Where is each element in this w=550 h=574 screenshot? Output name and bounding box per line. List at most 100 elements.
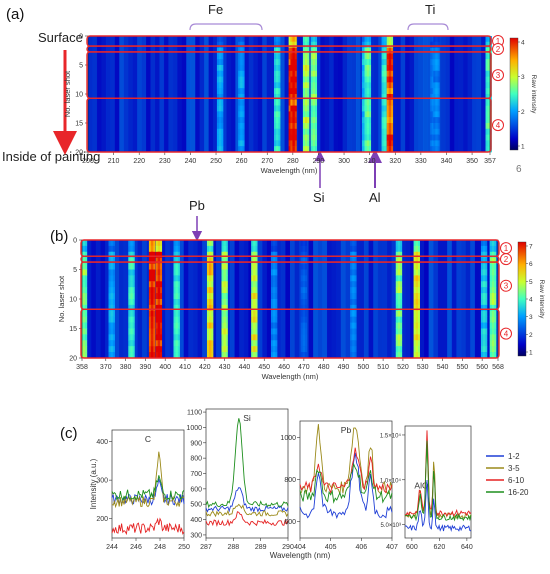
heatmap-band-core	[82, 245, 86, 253]
heatmap-noise-column	[368, 240, 374, 358]
y-tick-label: 1.5×10⁴	[380, 432, 402, 439]
heatmap-band-core	[150, 310, 154, 317]
heatmap-band-core	[223, 269, 226, 276]
heatmap-band-core	[292, 111, 295, 118]
heatmap-band-core	[383, 99, 386, 106]
heatmap-band-core	[223, 240, 226, 247]
heatmap-band-core	[352, 275, 355, 282]
heatmap-band-core	[276, 146, 279, 153]
x-tick-label: 287	[200, 544, 212, 551]
spectrum-line-1-2	[205, 487, 289, 513]
heatmap-band-core	[110, 240, 113, 247]
subplot-frame	[205, 408, 289, 539]
heatmap-band-core	[366, 36, 370, 43]
heatmap-band-core	[491, 322, 495, 329]
heatmap-band-core	[218, 65, 222, 72]
heatmap-band-core	[175, 346, 178, 353]
heatmap-band-core	[388, 65, 392, 72]
heatmap-band-core	[388, 105, 392, 112]
heatmap-noise-column	[229, 240, 235, 358]
heatmap-band-core	[388, 82, 392, 89]
heatmap-band-core	[304, 123, 308, 130]
heatmap-noise-column	[183, 240, 189, 358]
heatmap-band-core	[482, 346, 486, 353]
heatmap-band-core	[302, 257, 306, 264]
y-axis-label: Intensity (a.u.)	[89, 458, 98, 509]
heatmap-band-core	[157, 310, 161, 317]
heatmap-noise-column	[396, 36, 401, 152]
heatmap-band-core	[435, 99, 438, 106]
heatmap-noise-column	[423, 36, 428, 152]
heatmap-band-core	[150, 352, 154, 359]
heatmap-band-core	[482, 281, 486, 288]
pb-label: Pb	[189, 198, 205, 213]
heatmap-band-core	[157, 245, 161, 253]
heatmap-noise-column	[172, 36, 178, 152]
heatmap-band-core	[366, 82, 370, 89]
heatmap-band-core	[110, 275, 113, 282]
heatmap-band-core	[482, 352, 486, 359]
heatmap-band-core	[175, 240, 178, 247]
heatmap-band-core	[388, 111, 392, 118]
subplot-si: 287 288 289 290 300 400 500 600 700 800 900 1000 110…	[186, 408, 294, 551]
heatmap-band-core	[312, 53, 316, 60]
heatmap-band-core	[487, 53, 490, 60]
heatmap-band-core	[110, 269, 113, 276]
heatmap-band-core	[366, 53, 370, 60]
heatmap-band-core	[150, 275, 154, 282]
heatmap-band-core	[383, 53, 386, 60]
heatmap-band-core	[150, 340, 154, 347]
al-label: Al	[369, 190, 381, 205]
heatmap-noise-column	[369, 36, 375, 152]
legend-label: 16-20	[508, 488, 529, 497]
x-tick-label: 289	[255, 544, 267, 551]
heatmap-band-core	[175, 293, 178, 300]
heatmap-noise-column	[186, 36, 192, 152]
heatmap-band-core	[482, 287, 486, 294]
heatmap-band-core	[482, 299, 486, 306]
heatmap-band-core	[352, 322, 355, 329]
heatmap-band-core	[397, 245, 401, 253]
heatmap-noise-column	[266, 36, 272, 152]
heatmap-band-core	[302, 287, 306, 294]
heatmap-band-core	[150, 328, 154, 335]
y-tick-label: 600	[284, 519, 296, 526]
heatmap-band-core	[366, 117, 370, 124]
heatmap-noise-column	[345, 240, 351, 358]
heatmap-band-core	[302, 281, 306, 288]
heatmap-band-core	[435, 59, 438, 66]
heatmap-noise-column	[95, 240, 101, 358]
heatmap-band-core	[482, 328, 486, 335]
x-tick-label: 500	[357, 364, 369, 371]
heatmap-noise-column	[326, 240, 332, 358]
heatmap-band-core	[157, 334, 161, 341]
heatmap-band-core	[253, 322, 256, 329]
heatmap-band-core	[110, 316, 113, 323]
heatmap-band-core	[487, 36, 490, 43]
colorbar-tick-label: 2	[521, 109, 525, 116]
heatmap-band-core	[130, 263, 133, 270]
heatmap-band-core	[208, 322, 212, 329]
heatmap-band-core	[352, 269, 355, 276]
heatmap-band-core	[415, 257, 418, 264]
x-tick-label: 510	[377, 364, 389, 371]
heatmap-band-core	[302, 275, 306, 282]
heatmap-noise-column	[96, 36, 102, 152]
heatmap-band-core	[383, 70, 386, 77]
heatmap-noise-column	[100, 240, 106, 358]
spectrum-line-3-5	[111, 451, 185, 509]
heatmap-band-core	[272, 269, 276, 276]
heatmap-band-core	[130, 334, 133, 341]
heatmap-band-core	[175, 257, 178, 264]
heatmap-band-core	[223, 257, 226, 264]
heatmap-band-core	[157, 316, 161, 323]
heatmap-noise-column	[458, 36, 464, 152]
heatmap-band-core	[218, 53, 222, 60]
heatmap-band-core	[304, 140, 308, 147]
heatmap-band-core	[435, 111, 438, 118]
heatmap-noise-column	[433, 240, 439, 358]
heatmap-noise-column	[329, 36, 334, 152]
heatmap-band-core	[157, 293, 161, 300]
heatmap-band-core	[253, 287, 256, 294]
heatmap-band-core	[223, 304, 226, 312]
